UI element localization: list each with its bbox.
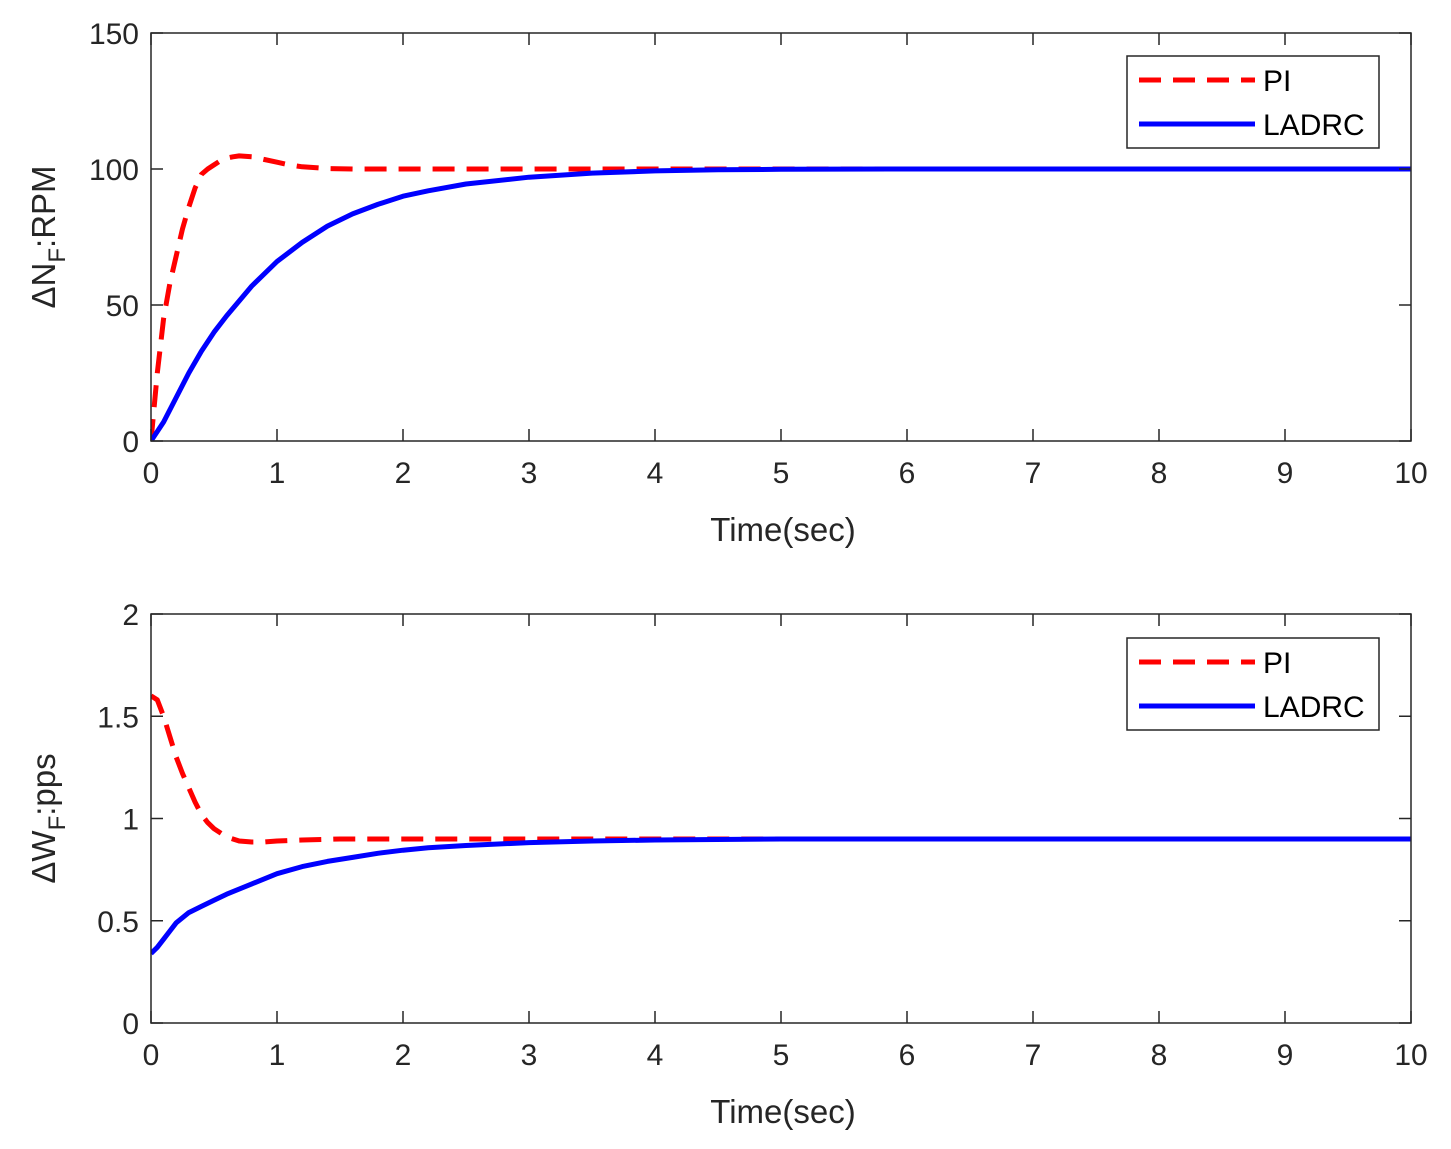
y-axis-label-unit: :RPM — [25, 165, 62, 248]
x-tick-label: 7 — [1025, 457, 1042, 490]
x-tick-label: 2 — [395, 1039, 412, 1072]
x-tick-label: 5 — [773, 457, 790, 490]
x-tick-label: 5 — [773, 1039, 790, 1072]
x-tick-label: 4 — [647, 1039, 664, 1072]
x-tick-label: 8 — [1151, 1039, 1168, 1072]
x-tick-label: 1 — [269, 1039, 286, 1072]
series-line-ladrc — [151, 836, 1411, 956]
legend-box — [1126, 55, 1380, 149]
legend-label-ladrc: LADRC — [1263, 109, 1365, 142]
chart-2: 0 1 2 3 4 5 6 7 8 9 10 0 0.5 1 1.5 2 Time(sec) ΔWF:pps PI L… — [25, 599, 1428, 1130]
legend-box — [1126, 637, 1380, 731]
y-axis-label-main: ΔW — [25, 830, 62, 884]
x-tick-label: 10 — [1394, 1039, 1427, 1072]
y-tick-label: 2 — [122, 599, 139, 632]
chart-1: 0 1 2 3 4 5 6 7 8 9 10050100150Time(sec)ΔNF:RPMPIL… — [25, 18, 1428, 548]
y-tick-label: 1 — [122, 804, 139, 837]
y-axis-label-sub: F — [44, 248, 71, 263]
x-tick-label: 8 — [1151, 457, 1168, 490]
x-tick-label: 7 — [1025, 1039, 1042, 1072]
legend-label-ladrc: LADRC — [1263, 691, 1365, 724]
x-tick-label: 6 — [899, 1039, 916, 1072]
y-tick-label: 1.5 — [97, 701, 139, 734]
x-tick-label: 3 — [521, 1039, 538, 1072]
y-tick-label: 0.5 — [97, 906, 139, 939]
x-tick-label: 2 — [395, 457, 412, 490]
series-line-ladrc — [151, 166, 1411, 441]
series-group — [151, 153, 1411, 441]
y-axis-label: ΔWF:pps — [25, 753, 71, 883]
series-group — [151, 693, 1411, 956]
x-tick-label: 0 — [143, 1039, 160, 1072]
x-axis-label: Time(sec) — [710, 511, 855, 548]
legend-label-pi: PI — [1263, 647, 1291, 680]
legend: PI LADRC — [1126, 637, 1380, 731]
x-tick-label: 3 — [521, 457, 538, 490]
x-tick-label: 9 — [1277, 1039, 1294, 1072]
x-tick-label: 1 — [269, 457, 286, 490]
x-tick-label: 6 — [899, 457, 916, 490]
x-tick-label: 10 — [1394, 457, 1427, 490]
y-tick-label: 0 — [122, 426, 139, 459]
y-axis-label: ΔNF:RPM — [25, 165, 71, 308]
y-tick-label: 0 — [122, 1008, 139, 1041]
legend-label-pi: PI — [1263, 65, 1291, 98]
x-tick-label: 9 — [1277, 457, 1294, 490]
y-tick-label: 150 — [89, 18, 139, 51]
y-axis-label-main: ΔN — [25, 263, 62, 309]
x-tick-label: 0 — [143, 457, 160, 490]
y-axis-label-sub: F — [44, 816, 71, 831]
x-axis-label: Time(sec) — [710, 1093, 855, 1130]
legend: PI LADRC — [1126, 55, 1380, 149]
y-tick-label: 100 — [89, 154, 139, 187]
x-tick-label: 4 — [647, 457, 664, 490]
y-axis-label-unit: :pps — [25, 753, 62, 815]
y-tick-label: 50 — [106, 290, 139, 323]
